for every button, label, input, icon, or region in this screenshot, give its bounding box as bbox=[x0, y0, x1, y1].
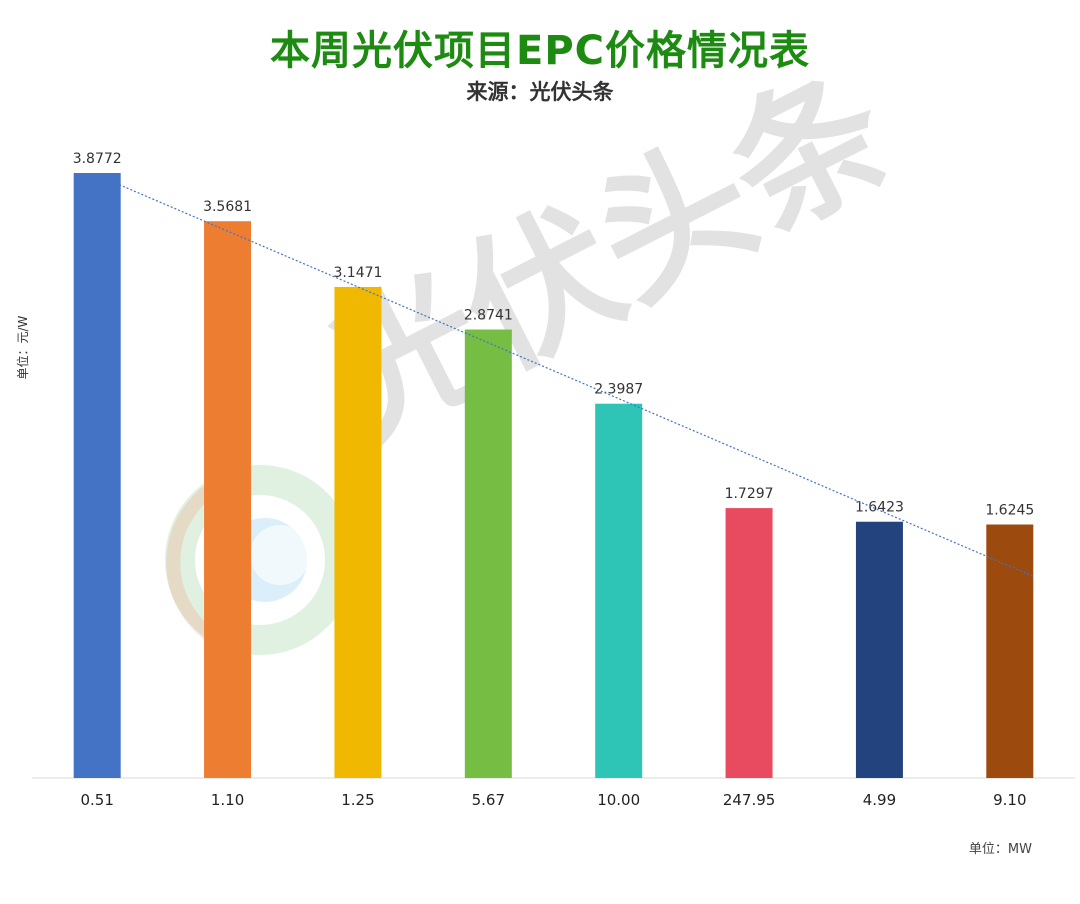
data-label: 1.6423 bbox=[855, 500, 904, 516]
x-tick-label: 9.10 bbox=[993, 791, 1026, 809]
bar bbox=[334, 286, 382, 778]
x-tick-label: 247.95 bbox=[723, 791, 776, 809]
bar bbox=[855, 521, 903, 778]
data-label: 2.8741 bbox=[464, 308, 513, 324]
data-label: 1.6245 bbox=[985, 503, 1034, 519]
x-tick-label: 0.51 bbox=[80, 791, 113, 809]
bar bbox=[204, 221, 252, 778]
x-axis-unit-label: 单位：MW bbox=[968, 842, 1032, 857]
bar bbox=[986, 524, 1034, 778]
x-tick-label: 4.99 bbox=[863, 791, 896, 809]
data-label: 1.7297 bbox=[725, 486, 774, 502]
y-axis-unit-label: 单位：元/W bbox=[16, 315, 30, 380]
bar bbox=[73, 173, 121, 778]
data-label: 3.5681 bbox=[203, 199, 252, 215]
chart-title: 本周光伏项目EPC价格情况表 bbox=[270, 28, 810, 74]
bar bbox=[725, 508, 773, 778]
bar bbox=[464, 329, 512, 778]
x-tick-label: 5.67 bbox=[472, 791, 505, 809]
data-label: 3.8772 bbox=[73, 151, 122, 167]
data-label: 3.1471 bbox=[333, 265, 382, 281]
bar bbox=[595, 403, 643, 778]
x-tick-label: 10.00 bbox=[597, 791, 640, 809]
trendline bbox=[96, 174, 1035, 578]
chart-subtitle: 来源：光伏头条 bbox=[466, 80, 614, 104]
data-label: 2.3987 bbox=[594, 382, 643, 398]
x-tick-label: 1.25 bbox=[341, 791, 374, 809]
x-tick-label: 1.10 bbox=[211, 791, 244, 809]
